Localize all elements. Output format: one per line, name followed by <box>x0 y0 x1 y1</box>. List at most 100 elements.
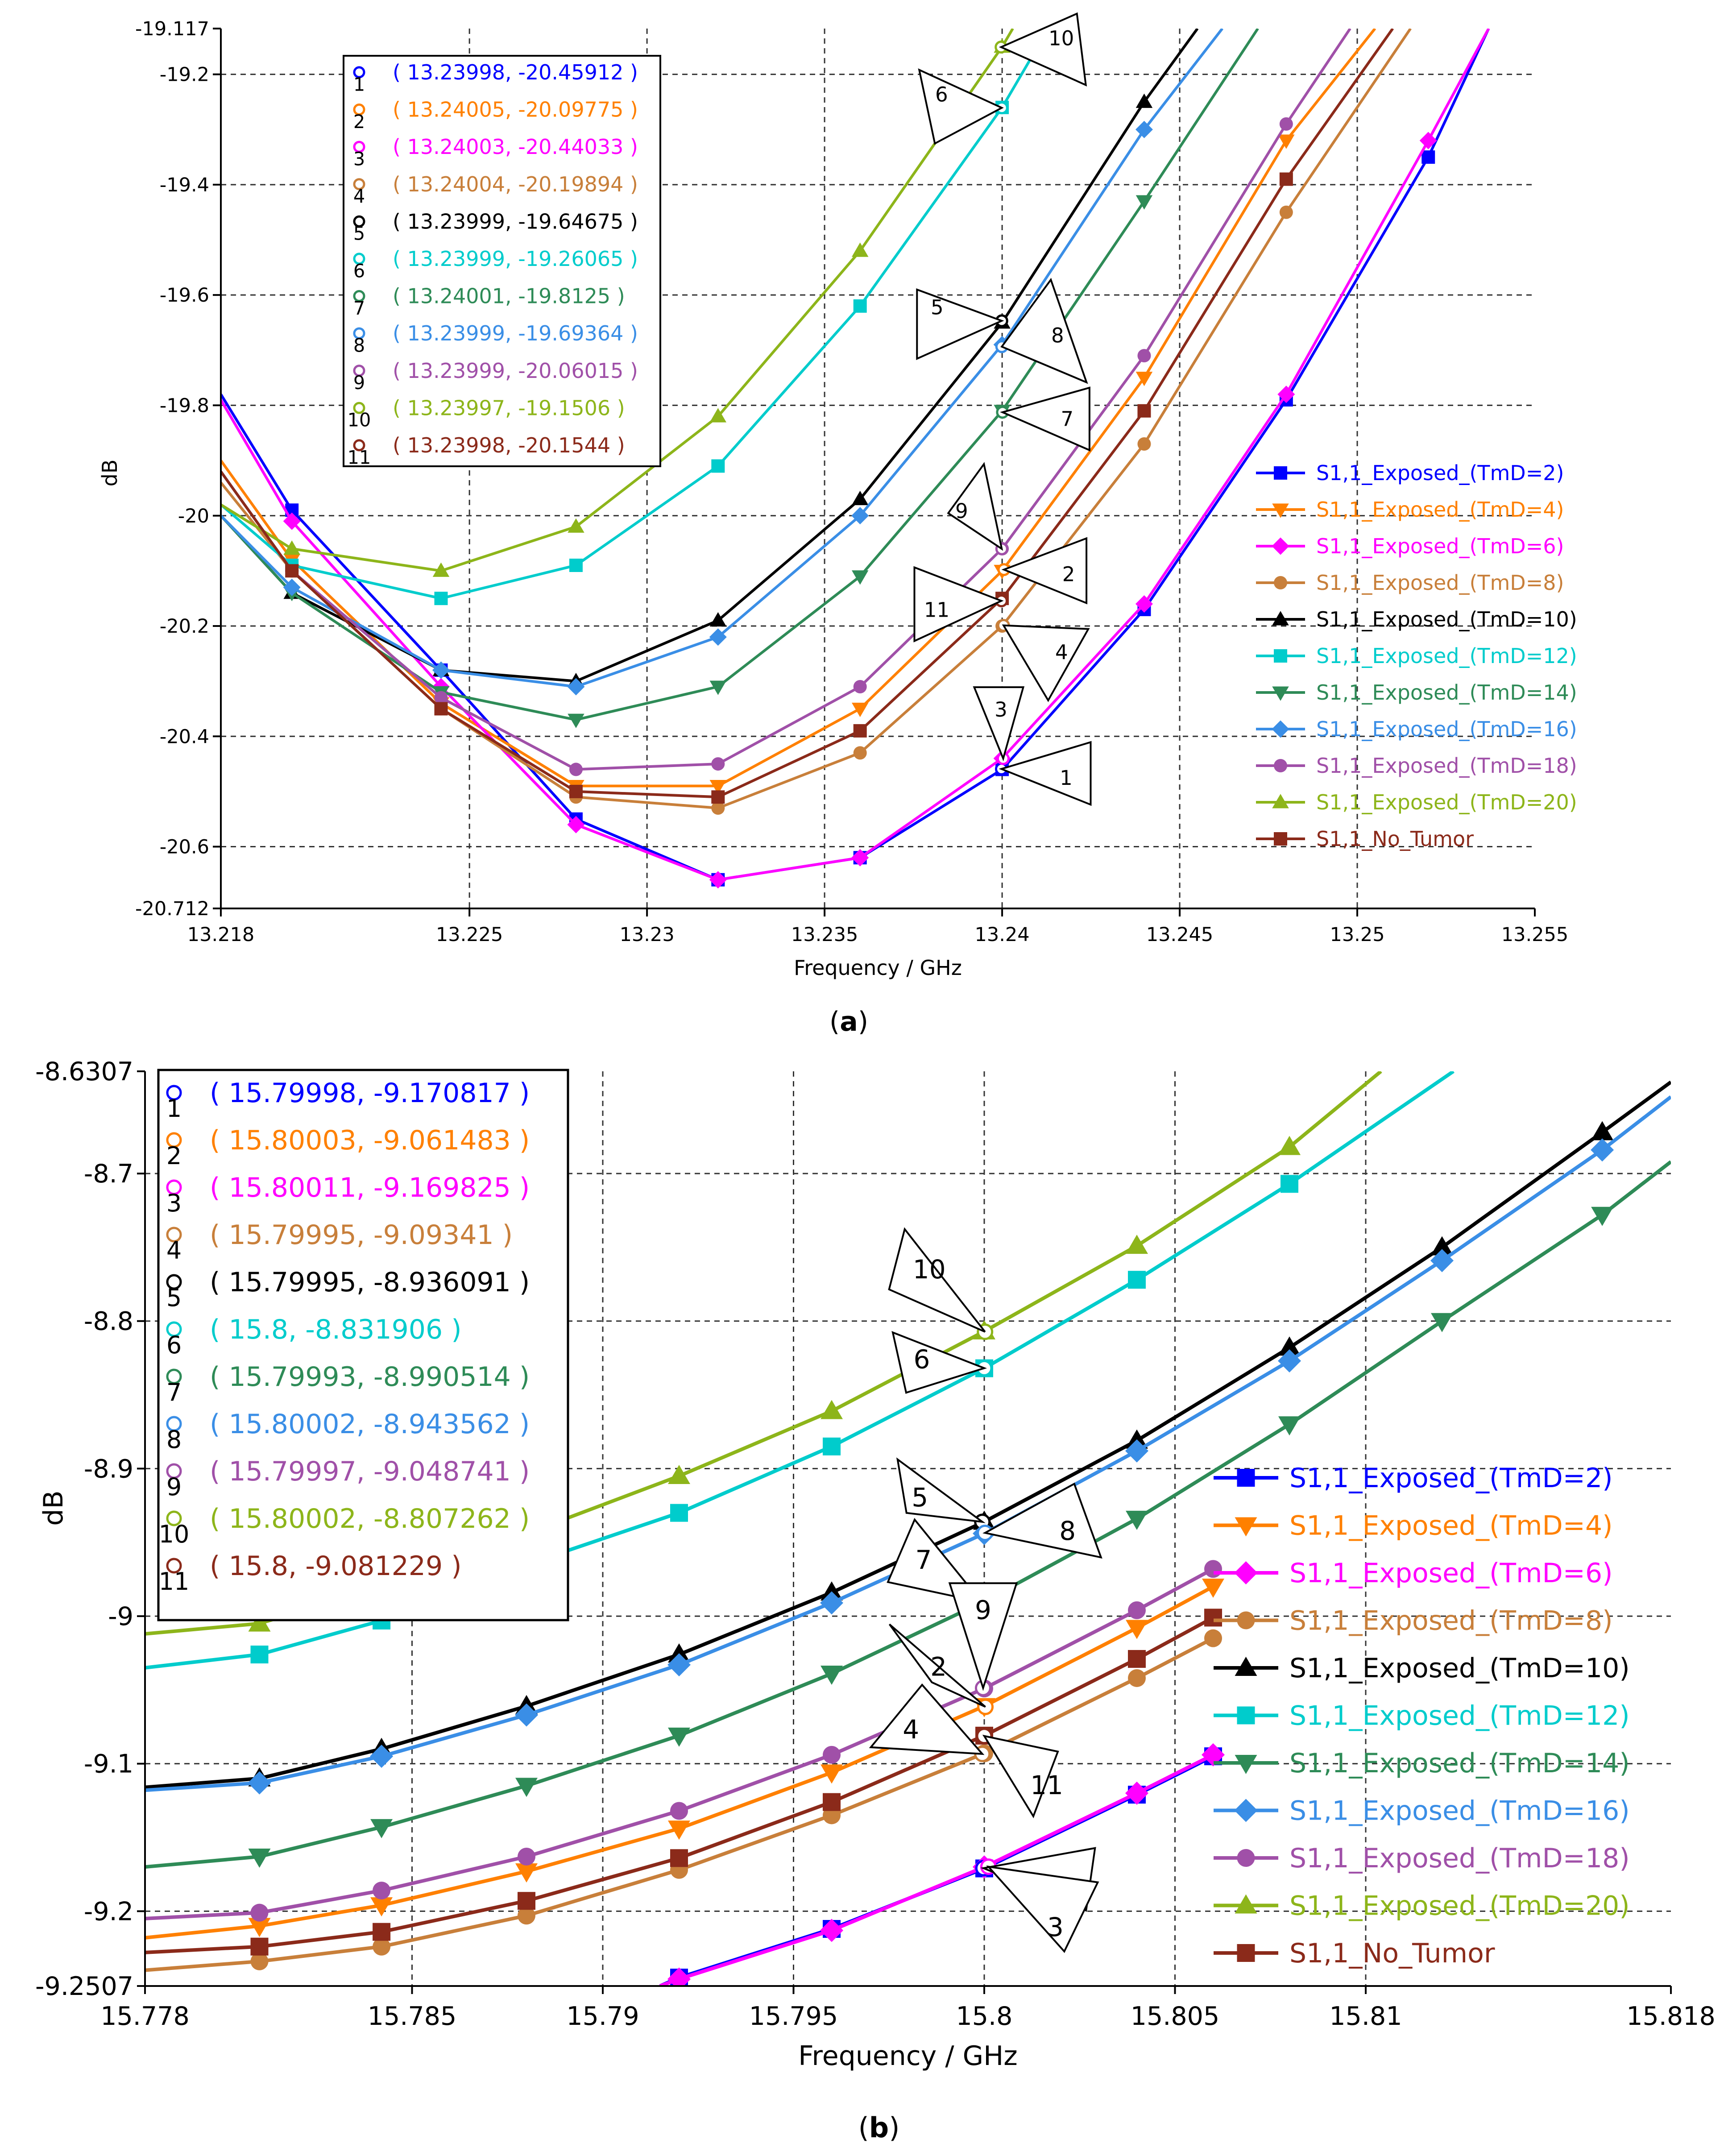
callout-label-8: 8 <box>1059 1516 1076 1546</box>
data-point <box>851 702 869 717</box>
data-point <box>250 1903 269 1922</box>
callout-8 <box>982 1482 1102 1559</box>
data-point <box>248 1771 271 1795</box>
data-point <box>851 570 869 585</box>
legend-entry: S1,1_No_Tumor <box>1316 827 1474 851</box>
series-5 <box>145 1071 1455 1670</box>
x-tick-label: 13.255 <box>1501 924 1568 946</box>
data-point <box>434 702 448 716</box>
legend-symbol <box>1274 832 1287 846</box>
legend-symbol <box>1235 1517 1257 1537</box>
legend-entry: S1,1_Exposed_(TmD=12) <box>1316 644 1577 668</box>
data-point <box>434 592 448 605</box>
table-probe-value: ( 13.23998, -20.1544 ) <box>393 433 625 457</box>
data-point <box>1136 195 1153 210</box>
data-point <box>821 1400 843 1419</box>
data-point <box>569 558 583 572</box>
y-tick-label: -9.2507 <box>35 1972 133 2001</box>
data-point <box>711 459 725 473</box>
x-tick-label: 15.785 <box>368 2002 456 2031</box>
y-tick-label: -19.8 <box>160 394 209 417</box>
x-tick-label: 13.235 <box>791 924 858 946</box>
data-point <box>1281 1175 1298 1193</box>
data-point <box>569 763 583 776</box>
legend-entry: S1,1_Exposed_(TmD=6) <box>1316 534 1564 558</box>
callout-label-9: 9 <box>975 1595 991 1625</box>
data-point <box>434 691 448 705</box>
data-point <box>709 680 727 695</box>
x-tick-label: 15.79 <box>566 2002 639 2031</box>
data-point <box>668 1643 690 1663</box>
data-point <box>1431 1313 1453 1332</box>
callout-8 <box>1000 278 1088 384</box>
legend-symbol <box>1237 1944 1255 1962</box>
data-point <box>1128 1601 1146 1619</box>
y-tick-label: -8.6307 <box>35 1057 133 1086</box>
data-point <box>250 1646 269 1664</box>
table-probe-number: 8 <box>166 1426 182 1454</box>
table-probe-icon <box>353 439 365 452</box>
callout-label-1: 1 <box>1060 766 1073 790</box>
data-point <box>1128 1650 1146 1668</box>
y-tick-label: -9 <box>108 1602 133 1631</box>
data-point <box>711 757 725 771</box>
data-point <box>853 680 867 693</box>
legend-entry: S1,1_Exposed_(TmD=20) <box>1289 1891 1630 1922</box>
table-probe-value: ( 13.23999, -20.06015 ) <box>393 359 638 383</box>
data-point <box>668 1820 690 1840</box>
data-point <box>668 1727 690 1747</box>
data-point <box>1128 1669 1146 1687</box>
data-point <box>1126 1510 1148 1530</box>
data-point <box>370 1745 394 1768</box>
table-probe-icon <box>353 290 365 302</box>
legend-symbol <box>1274 576 1287 589</box>
callout-label-2: 2 <box>1062 562 1075 586</box>
table-probe-value: ( 15.80002, -8.807262 ) <box>210 1503 530 1534</box>
y-tick-label: -19.4 <box>160 174 209 196</box>
table-probe-value: ( 15.79995, -9.09341 ) <box>210 1219 513 1251</box>
table-probe-icon <box>353 178 365 191</box>
data-point <box>1279 205 1293 219</box>
table-probe-value: ( 13.24003, -20.44033 ) <box>393 135 638 159</box>
data-point <box>1125 1439 1148 1463</box>
legend-entry: S1,1_Exposed_(TmD=14) <box>1289 1748 1630 1779</box>
data-point <box>1421 150 1435 164</box>
data-point <box>823 1746 841 1764</box>
y-tick-label: -20.712 <box>135 898 209 920</box>
table-probe-icon <box>166 1179 182 1195</box>
callouts: 1 2 3 4 5 6 7 8 9 10 11 <box>913 12 1092 806</box>
callout-label-6: 6 <box>935 83 948 106</box>
x-tick-label: 15.81 <box>1329 2002 1402 2031</box>
table-probe-value: ( 15.79998, -9.170817 ) <box>210 1078 530 1109</box>
data-point <box>711 801 725 815</box>
legend-entry: S1,1_Exposed_(TmD=18) <box>1289 1843 1630 1874</box>
callout-10 <box>999 12 1087 87</box>
data-point <box>518 1907 535 1925</box>
legend-symbol <box>1274 466 1287 480</box>
data-point <box>567 816 585 833</box>
callout-2 <box>888 1623 986 1708</box>
callout-4 <box>1002 624 1090 702</box>
y-tick-label: -19.117 <box>135 18 209 40</box>
callout-5 <box>916 288 1004 361</box>
table-probe-number: 1 <box>353 74 365 95</box>
callout-label-8: 8 <box>1051 324 1064 348</box>
table-probe-icon <box>353 66 365 79</box>
tick-labels: 13.218 13.225 13.23 13.235 13.24 13.245 13.25 1… <box>135 18 1568 946</box>
y-tick-label: -9.2 <box>84 1897 133 1926</box>
x-axis-label: Frequency / GHz <box>794 956 962 980</box>
x-tick-label: 13.225 <box>436 924 503 946</box>
table-probe-value: ( 15.8, -8.831906 ) <box>210 1314 462 1345</box>
legend-symbol <box>1272 503 1289 518</box>
legend-symbol <box>1235 1894 1257 1914</box>
data-point <box>851 849 869 867</box>
callout-label-3: 3 <box>995 698 1007 721</box>
data-point <box>1136 372 1153 386</box>
data-point <box>1278 1349 1301 1373</box>
data-point <box>823 1437 841 1455</box>
x-axis-label: Frequency / GHz <box>798 2040 1017 2072</box>
data-point <box>709 780 727 795</box>
data-point <box>1591 1138 1614 1162</box>
data-point <box>1202 1578 1224 1598</box>
table-probe-icon <box>166 1510 182 1526</box>
